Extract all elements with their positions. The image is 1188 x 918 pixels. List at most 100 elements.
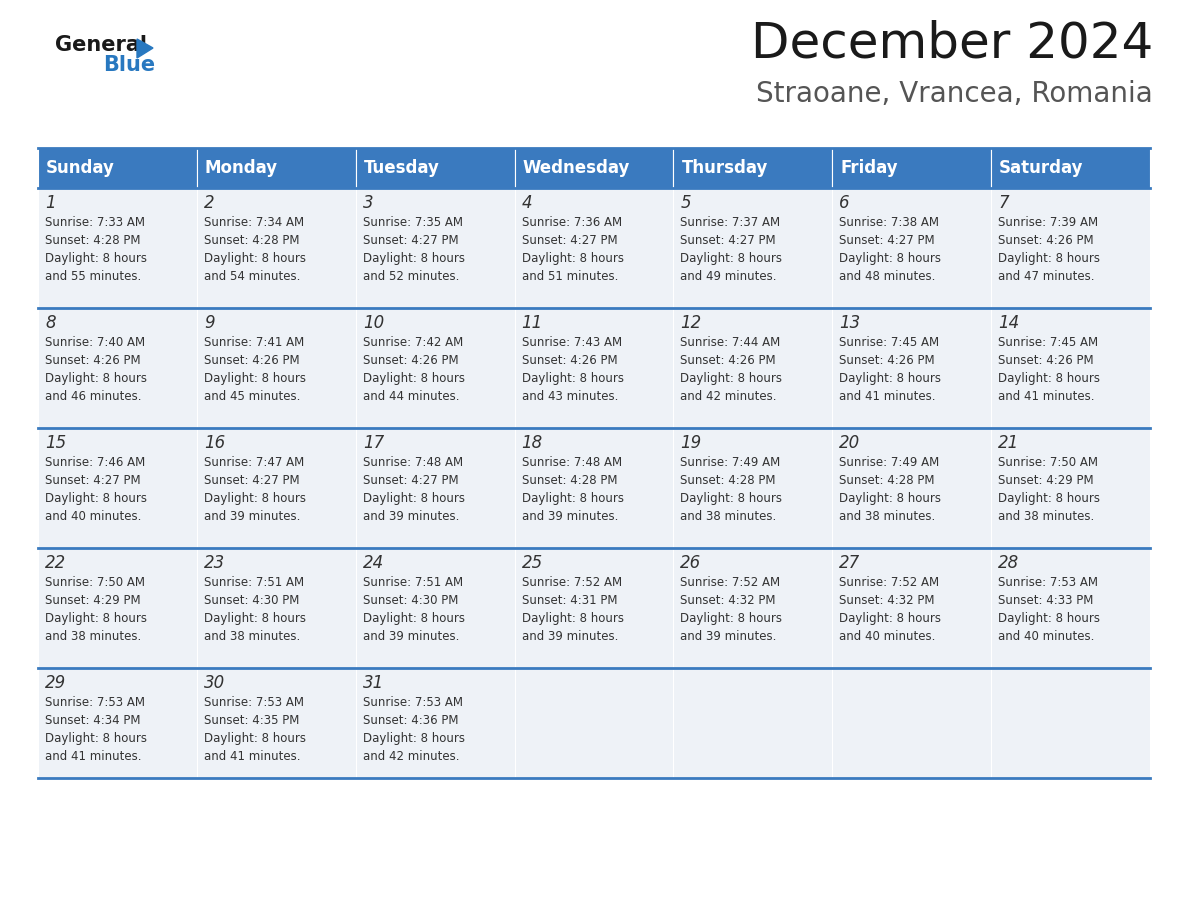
Text: 24: 24 [362,554,384,572]
FancyBboxPatch shape [197,308,355,428]
Text: Sunset: 4:27 PM: Sunset: 4:27 PM [522,234,618,247]
Text: Daylight: 8 hours: Daylight: 8 hours [45,492,147,505]
Text: Sunrise: 7:53 AM: Sunrise: 7:53 AM [362,696,462,709]
FancyBboxPatch shape [833,308,991,428]
FancyBboxPatch shape [514,548,674,668]
Text: Daylight: 8 hours: Daylight: 8 hours [839,612,941,625]
Text: 2: 2 [204,194,215,212]
Text: and 40 minutes.: and 40 minutes. [45,510,141,523]
Text: Sunrise: 7:49 AM: Sunrise: 7:49 AM [839,456,940,469]
Text: Monday: Monday [204,159,278,177]
Text: Sunset: 4:27 PM: Sunset: 4:27 PM [362,474,459,487]
Text: Thursday: Thursday [682,159,767,177]
Text: Sunrise: 7:52 AM: Sunrise: 7:52 AM [522,576,621,589]
Text: Daylight: 8 hours: Daylight: 8 hours [839,492,941,505]
FancyBboxPatch shape [355,428,514,548]
Text: Sunrise: 7:48 AM: Sunrise: 7:48 AM [362,456,463,469]
Text: Sunrise: 7:47 AM: Sunrise: 7:47 AM [204,456,304,469]
Text: and 38 minutes.: and 38 minutes. [45,630,141,643]
Text: Sunrise: 7:50 AM: Sunrise: 7:50 AM [45,576,145,589]
Text: Daylight: 8 hours: Daylight: 8 hours [681,612,783,625]
Text: Sunrise: 7:37 AM: Sunrise: 7:37 AM [681,216,781,229]
FancyBboxPatch shape [833,428,991,548]
Text: Sunset: 4:32 PM: Sunset: 4:32 PM [681,594,776,607]
Text: and 40 minutes.: and 40 minutes. [839,630,936,643]
Text: Sunrise: 7:53 AM: Sunrise: 7:53 AM [45,696,145,709]
Text: and 42 minutes.: and 42 minutes. [681,390,777,403]
Text: Sunset: 4:36 PM: Sunset: 4:36 PM [362,714,459,727]
Text: Sunrise: 7:51 AM: Sunrise: 7:51 AM [204,576,304,589]
Text: Daylight: 8 hours: Daylight: 8 hours [204,732,305,745]
Text: Sunset: 4:33 PM: Sunset: 4:33 PM [998,594,1093,607]
Text: and 41 minutes.: and 41 minutes. [998,390,1094,403]
FancyBboxPatch shape [38,548,197,668]
Text: 14: 14 [998,314,1019,332]
Text: Sunrise: 7:38 AM: Sunrise: 7:38 AM [839,216,940,229]
Text: Sunrise: 7:40 AM: Sunrise: 7:40 AM [45,336,145,349]
Text: Sunset: 4:26 PM: Sunset: 4:26 PM [362,354,459,367]
Text: 19: 19 [681,434,702,452]
Text: 3: 3 [362,194,373,212]
Text: Daylight: 8 hours: Daylight: 8 hours [362,732,465,745]
Text: Sunrise: 7:46 AM: Sunrise: 7:46 AM [45,456,145,469]
FancyBboxPatch shape [197,428,355,548]
Text: Daylight: 8 hours: Daylight: 8 hours [522,252,624,265]
Text: and 52 minutes.: and 52 minutes. [362,270,459,283]
Text: and 48 minutes.: and 48 minutes. [839,270,936,283]
Text: Tuesday: Tuesday [364,159,440,177]
Text: 16: 16 [204,434,225,452]
FancyBboxPatch shape [38,148,197,188]
Text: Sunrise: 7:45 AM: Sunrise: 7:45 AM [839,336,940,349]
Text: 27: 27 [839,554,860,572]
Text: Daylight: 8 hours: Daylight: 8 hours [362,372,465,385]
FancyBboxPatch shape [674,148,833,188]
FancyBboxPatch shape [833,668,991,778]
Text: and 49 minutes.: and 49 minutes. [681,270,777,283]
Text: and 40 minutes.: and 40 minutes. [998,630,1094,643]
Text: 30: 30 [204,674,225,692]
FancyBboxPatch shape [833,548,991,668]
Text: 29: 29 [45,674,67,692]
Text: 25: 25 [522,554,543,572]
Text: Sunrise: 7:50 AM: Sunrise: 7:50 AM [998,456,1098,469]
FancyBboxPatch shape [355,548,514,668]
Text: Daylight: 8 hours: Daylight: 8 hours [998,492,1100,505]
Text: Sunrise: 7:49 AM: Sunrise: 7:49 AM [681,456,781,469]
FancyBboxPatch shape [991,148,1150,188]
FancyBboxPatch shape [514,428,674,548]
Text: 15: 15 [45,434,67,452]
Text: and 39 minutes.: and 39 minutes. [362,630,459,643]
Text: 4: 4 [522,194,532,212]
Text: and 47 minutes.: and 47 minutes. [998,270,1094,283]
Text: Sunset: 4:29 PM: Sunset: 4:29 PM [998,474,1094,487]
FancyBboxPatch shape [833,148,991,188]
Text: and 39 minutes.: and 39 minutes. [522,630,618,643]
Text: Daylight: 8 hours: Daylight: 8 hours [45,372,147,385]
Text: Daylight: 8 hours: Daylight: 8 hours [204,372,305,385]
Text: Sunrise: 7:36 AM: Sunrise: 7:36 AM [522,216,621,229]
Text: Sunrise: 7:41 AM: Sunrise: 7:41 AM [204,336,304,349]
Text: Sunset: 4:28 PM: Sunset: 4:28 PM [522,474,617,487]
Text: Sunset: 4:30 PM: Sunset: 4:30 PM [362,594,459,607]
Text: Daylight: 8 hours: Daylight: 8 hours [998,612,1100,625]
FancyBboxPatch shape [991,188,1150,308]
Text: 10: 10 [362,314,384,332]
Text: Daylight: 8 hours: Daylight: 8 hours [681,372,783,385]
Text: and 38 minutes.: and 38 minutes. [998,510,1094,523]
FancyBboxPatch shape [38,188,197,308]
Text: 17: 17 [362,434,384,452]
Text: and 39 minutes.: and 39 minutes. [522,510,618,523]
Text: Sunset: 4:32 PM: Sunset: 4:32 PM [839,594,935,607]
Text: Sunset: 4:27 PM: Sunset: 4:27 PM [681,234,776,247]
Text: Sunrise: 7:48 AM: Sunrise: 7:48 AM [522,456,621,469]
Text: 9: 9 [204,314,215,332]
Text: Sunset: 4:26 PM: Sunset: 4:26 PM [681,354,776,367]
Text: and 43 minutes.: and 43 minutes. [522,390,618,403]
Text: Daylight: 8 hours: Daylight: 8 hours [522,492,624,505]
FancyBboxPatch shape [991,428,1150,548]
Text: and 55 minutes.: and 55 minutes. [45,270,141,283]
Text: Sunset: 4:34 PM: Sunset: 4:34 PM [45,714,140,727]
Text: Daylight: 8 hours: Daylight: 8 hours [362,492,465,505]
Text: Sunrise: 7:52 AM: Sunrise: 7:52 AM [681,576,781,589]
Text: and 41 minutes.: and 41 minutes. [45,750,141,763]
